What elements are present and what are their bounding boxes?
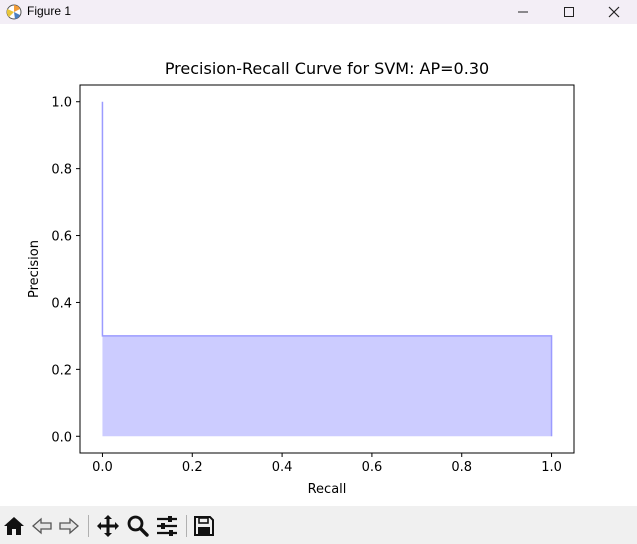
forward-arrow-icon [59,517,79,535]
maximize-button[interactable] [546,0,592,24]
y-tick-label: 0.8 [51,163,72,178]
save-icon [194,516,214,536]
x-tick-label: 0.2 [182,460,203,475]
pan-button[interactable] [96,514,120,538]
navigation-toolbar [0,506,637,544]
close-icon [608,6,620,18]
window-title: Figure 1 [27,4,72,18]
x-tick-label: 0.4 [272,460,293,475]
window-titlebar: Figure 1 [0,0,637,24]
toolbar-separator [186,515,187,537]
y-tick-label: 0.4 [51,296,72,311]
y-axis-label: Precision [27,240,42,298]
series-area-fill [102,101,552,437]
x-tick-label: 0.8 [451,460,472,475]
y-tick-label: 0.2 [51,363,72,378]
x-tick-label: 0.0 [92,460,113,475]
configure-subplots-icon [157,516,177,536]
pr-curve-chart: 0.0 0.2 0.4 0.6 0.8 1.0 0.0 0.2 0.4 0.6 0.8 1.0 Prec… [27,59,575,497]
pan-icon [97,515,119,537]
back-arrow-icon [32,517,52,535]
configure-subplots-button[interactable] [155,514,179,538]
back-button[interactable] [30,514,54,538]
figure-canvas[interactable]: 0.0 0.2 0.4 0.6 0.8 1.0 0.0 0.2 0.4 0.6 0.8 1.0 Prec… [0,24,637,506]
y-tick-label: 0.0 [51,430,72,445]
zoom-button[interactable] [126,514,150,538]
minimize-icon [518,11,528,13]
forward-button[interactable] [57,514,81,538]
x-axis-label: Recall [308,482,347,497]
close-button[interactable] [591,0,637,24]
minimize-button[interactable] [500,0,546,24]
y-tick-label: 1.0 [51,96,72,111]
x-tick-label: 0.6 [362,460,383,475]
toolbar-separator [88,515,89,537]
y-tick-label: 0.6 [51,230,72,245]
series-line [101,101,553,437]
zoom-icon [127,515,149,537]
x-tick-label: 1.0 [541,460,562,475]
matplotlib-logo-icon [6,4,22,20]
home-button[interactable] [2,514,26,538]
maximize-icon [564,7,574,17]
save-button[interactable] [192,514,216,538]
home-icon [4,517,24,535]
chart-title: Precision-Recall Curve for SVM: AP=0.30 [165,59,489,78]
axes-frame [79,84,575,454]
